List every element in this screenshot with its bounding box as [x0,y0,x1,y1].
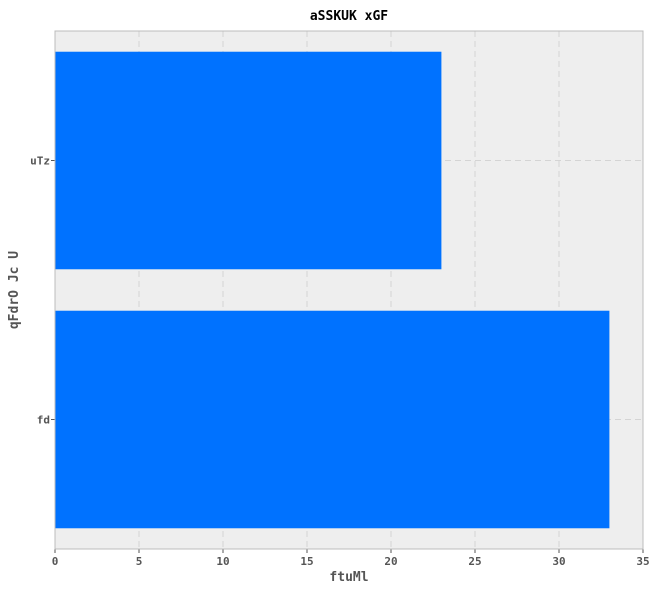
axes [51,30,644,553]
x-tick-label: 25 [468,555,481,568]
x-tick-label: 20 [384,555,397,568]
plot-frame [54,30,644,550]
x-tick-label: 30 [552,555,565,568]
x-tick-label: 0 [52,555,59,568]
y-tick-label: fd [37,414,50,427]
bars [55,51,610,529]
x-tick-label: 10 [216,555,229,568]
bar-fd [55,310,610,529]
x-axis-label: ftuMl [329,570,368,585]
x-tick-label: 35 [636,555,649,568]
y-tick-label: uTz [30,155,50,168]
tick-labels: 0 5 10 15 20 25 30 35 uTz fd [30,155,650,569]
x-tick-label: 5 [136,555,143,568]
x-tick-label: 15 [300,555,313,568]
y-axis-label: qFdrO Jc U [7,251,22,329]
bar-uTz [55,51,442,270]
chart-title: aSSKUK xGF [310,9,388,24]
